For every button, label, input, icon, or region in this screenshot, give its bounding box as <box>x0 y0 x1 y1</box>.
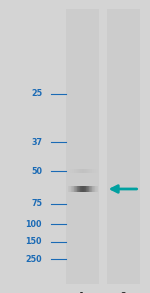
Bar <box>77 169 78 173</box>
Bar <box>97 186 98 192</box>
Bar <box>87 186 88 192</box>
Bar <box>91 186 92 192</box>
Bar <box>92 186 93 192</box>
Bar <box>79 169 80 173</box>
Bar <box>80 186 81 192</box>
Bar <box>82 186 83 192</box>
Bar <box>85 169 86 173</box>
Bar <box>74 169 75 173</box>
Bar <box>70 169 71 173</box>
Bar <box>87 169 88 173</box>
Bar <box>79 186 80 192</box>
Bar <box>85 186 86 192</box>
Text: 37: 37 <box>31 138 42 146</box>
Bar <box>76 169 77 173</box>
Bar <box>106 9 140 284</box>
Bar <box>76 186 77 192</box>
Bar <box>78 186 79 192</box>
Text: 1: 1 <box>80 292 85 293</box>
Bar <box>89 169 90 173</box>
Bar <box>97 169 98 173</box>
Bar <box>71 169 72 173</box>
Bar <box>69 169 70 173</box>
Bar <box>88 186 89 192</box>
Bar <box>83 186 84 192</box>
Bar <box>93 169 94 173</box>
Bar <box>89 186 90 192</box>
Bar <box>96 186 97 192</box>
Bar <box>94 169 95 173</box>
Bar <box>81 169 82 173</box>
Bar <box>90 169 91 173</box>
Text: 250: 250 <box>25 255 42 264</box>
Bar <box>72 186 73 192</box>
Bar <box>80 169 81 173</box>
Bar <box>71 186 72 192</box>
Bar <box>68 186 69 192</box>
Bar <box>94 186 95 192</box>
Bar <box>91 169 92 173</box>
Bar <box>83 169 84 173</box>
Bar <box>82 169 83 173</box>
Bar <box>90 186 91 192</box>
Bar <box>77 186 78 192</box>
Bar <box>88 169 89 173</box>
Bar <box>84 186 85 192</box>
Bar <box>70 186 71 192</box>
Text: 150: 150 <box>26 237 42 246</box>
Text: 50: 50 <box>31 167 42 176</box>
Text: 100: 100 <box>26 220 42 229</box>
Text: 25: 25 <box>31 89 42 98</box>
Text: 2: 2 <box>120 292 126 293</box>
Bar <box>78 169 79 173</box>
Text: 75: 75 <box>31 199 42 208</box>
Bar <box>96 169 97 173</box>
Bar <box>86 186 87 192</box>
Bar <box>75 186 76 192</box>
Bar <box>73 169 74 173</box>
Bar <box>95 169 96 173</box>
Bar <box>75 169 76 173</box>
Bar <box>84 169 85 173</box>
Bar <box>72 169 73 173</box>
Bar <box>95 186 96 192</box>
Bar <box>73 186 74 192</box>
Bar <box>66 9 99 284</box>
Bar <box>74 186 75 192</box>
Bar <box>92 169 93 173</box>
Bar <box>93 186 94 192</box>
Bar <box>68 169 69 173</box>
Bar <box>69 186 70 192</box>
Bar <box>81 186 82 192</box>
Bar <box>86 169 87 173</box>
